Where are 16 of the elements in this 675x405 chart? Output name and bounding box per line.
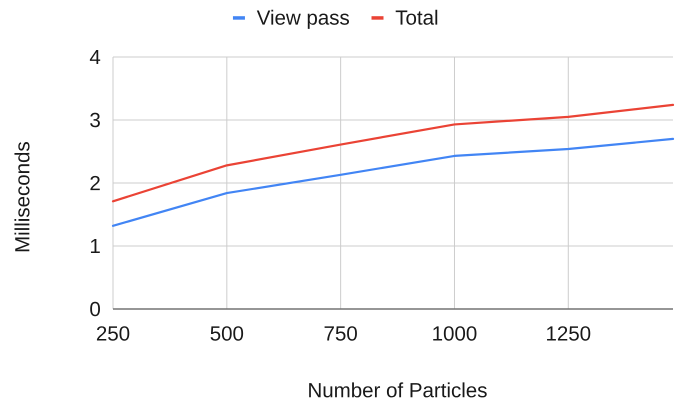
x-tick-label: 1000 xyxy=(433,326,476,341)
x-tick-label: 250 xyxy=(96,326,130,341)
y-tick-label: 4 xyxy=(90,50,100,64)
y-axis-title: Milliseconds xyxy=(14,142,30,252)
legend-label: View pass xyxy=(256,10,349,29)
y-tick-label: 2 xyxy=(90,176,100,190)
line-series xyxy=(112,138,674,227)
y-tick-label: 3 xyxy=(90,112,100,128)
y-tick-label: 0 xyxy=(90,302,100,316)
x-tick-label: 1250 xyxy=(547,326,590,341)
y-tick-label: 1 xyxy=(90,238,100,254)
x-tick-label: 500 xyxy=(210,326,244,341)
x-axis-title: Number of Particles xyxy=(309,382,487,398)
legend-label: Total xyxy=(396,10,438,25)
line-series xyxy=(112,104,674,202)
x-tick-label: 750 xyxy=(324,326,357,341)
